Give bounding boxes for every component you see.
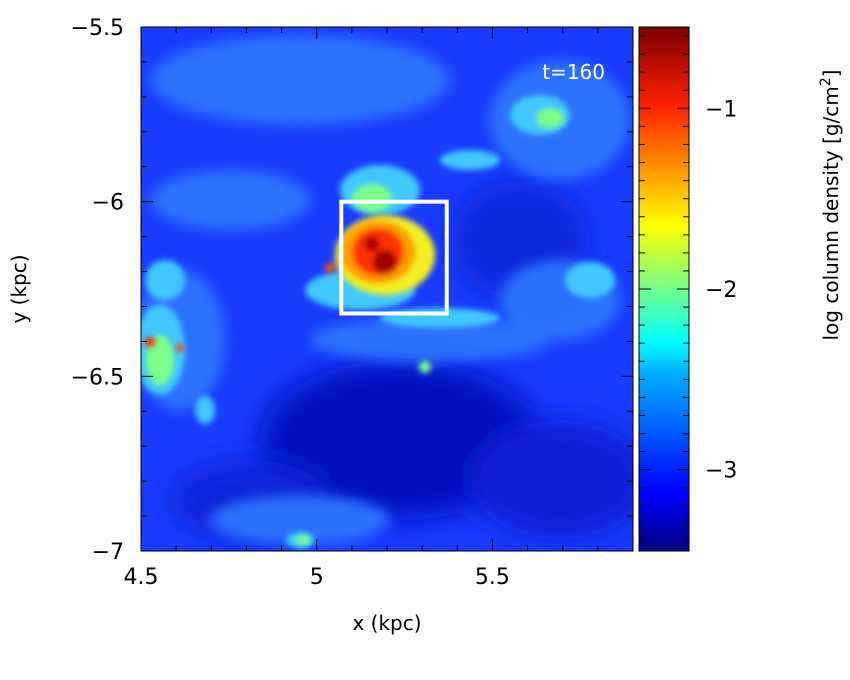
y-tick-label: −5.5 [71,16,124,41]
colorbar-axis: −1 −2 −3 [639,35,737,543]
highlight-box [339,199,449,316]
y-axis-label: y (kpc) [7,254,31,323]
y-tick-label: −6 [92,191,124,216]
x-axis-label: x (kpc) [352,611,421,635]
y-axis: −5.5 −6 −6.5 −7 [71,16,633,565]
colorbar-tick-label: −1 [705,97,737,122]
y-tick-label: −6.5 [71,365,124,390]
colorbar-label: log column density [g/cm2] [818,70,843,341]
colorbar-tick-label: −3 [705,459,737,484]
y-tick-label: −7 [92,540,124,565]
colorbar-tick-label: −2 [705,278,737,303]
colorbar-label-text: log column density [g/cm [819,86,843,340]
x-axis: 4.5 5 5.5 [124,27,634,590]
colorbar-label-bracket: ] [819,70,843,78]
time-label: t=160 [542,60,605,84]
x-tick-label: 4.5 [124,565,159,590]
colorbar-label-superscript: 2 [818,77,834,86]
x-tick-label: 5 [310,565,324,590]
x-tick-label: 5.5 [475,565,510,590]
density-map-image [141,27,633,551]
